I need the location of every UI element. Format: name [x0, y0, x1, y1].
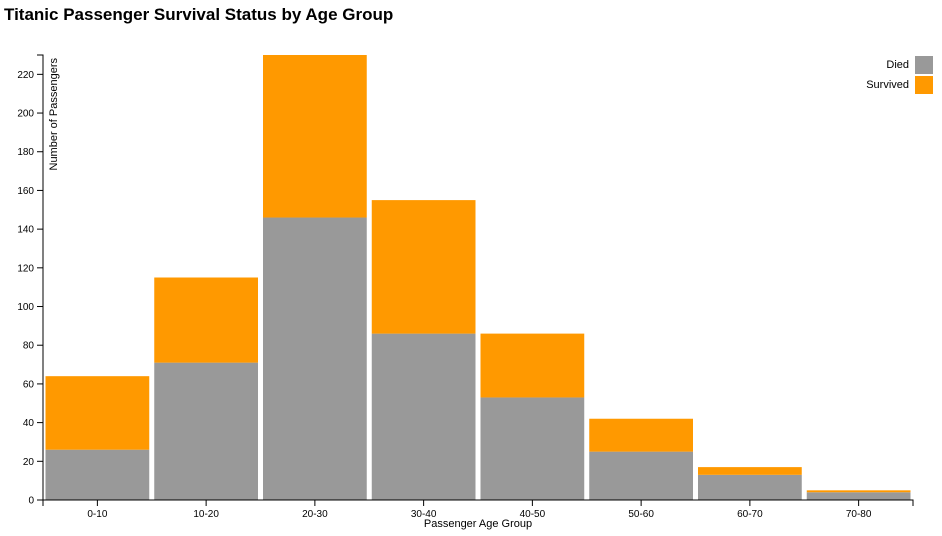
bar-survived-60-70	[698, 467, 802, 475]
chart-title: Titanic Passenger Survival Status by Age…	[4, 5, 394, 24]
x-axis-label: Passenger Age Group	[424, 518, 532, 530]
x-axis: 0-10 10-20 20-30 30-40 40-50 50-60 60-70 70-80	[42, 499, 914, 520]
x-tick-label: 0-10	[87, 509, 107, 520]
y-tick-label: 220	[17, 70, 34, 81]
bar-survived-10-20	[154, 277, 258, 363]
x-tick-label: 60-70	[737, 509, 763, 520]
x-tick-label: 20-30	[302, 509, 328, 520]
y-tick-label: 0	[28, 496, 34, 507]
x-tick-label: 30-40	[411, 509, 437, 520]
y-axis: 0 20 40 60 80 100 120 140 160 180 200 220	[17, 54, 44, 507]
legend-swatch-survived	[915, 76, 933, 94]
y-tick-label: 120	[17, 263, 34, 274]
y-tick-label: 40	[23, 418, 35, 429]
x-axis-line	[42, 499, 914, 506]
y-axis-line	[37, 54, 44, 501]
y-tick-label: 100	[17, 302, 34, 313]
x-tick-label: 70-80	[846, 509, 872, 520]
bar-died-50-60	[589, 451, 693, 500]
bar-died-30-40	[371, 333, 476, 500]
x-tick-label: 10-20	[193, 509, 219, 520]
bar-survived-30-40	[371, 200, 476, 334]
bar-died-40-50	[480, 397, 585, 500]
y-tick-label: 160	[17, 186, 34, 197]
y-tick-label: 20	[23, 457, 35, 468]
bar-died-20-30	[263, 217, 367, 501]
x-tick-label: 50-60	[628, 509, 654, 520]
bar-died-0-10	[45, 449, 150, 500]
y-tick-label: 80	[23, 341, 35, 352]
y-tick-label: 140	[17, 225, 34, 236]
bar-died-10-20	[154, 362, 258, 500]
bar-survived-20-30	[263, 55, 367, 218]
y-tick-label: 180	[17, 147, 34, 158]
y-tick-label: 60	[23, 379, 35, 390]
x-tick-label: 40-50	[520, 509, 546, 520]
bar-survived-40-50	[480, 333, 585, 398]
legend-swatch-died	[915, 56, 933, 74]
bars-layer	[45, 55, 911, 501]
bar-survived-70-80	[806, 490, 911, 493]
legend-label-died: Died	[886, 59, 909, 71]
bar-died-70-80	[806, 492, 911, 500]
bar-survived-50-60	[589, 418, 693, 452]
legend-label-survived: Survived	[866, 79, 909, 91]
bar-survived-0-10	[45, 376, 150, 450]
y-axis-label: Number of Passengers	[48, 58, 60, 171]
y-tick-label: 200	[17, 109, 34, 120]
legend: Died Survived	[866, 56, 933, 94]
bar-died-60-70	[698, 474, 802, 500]
